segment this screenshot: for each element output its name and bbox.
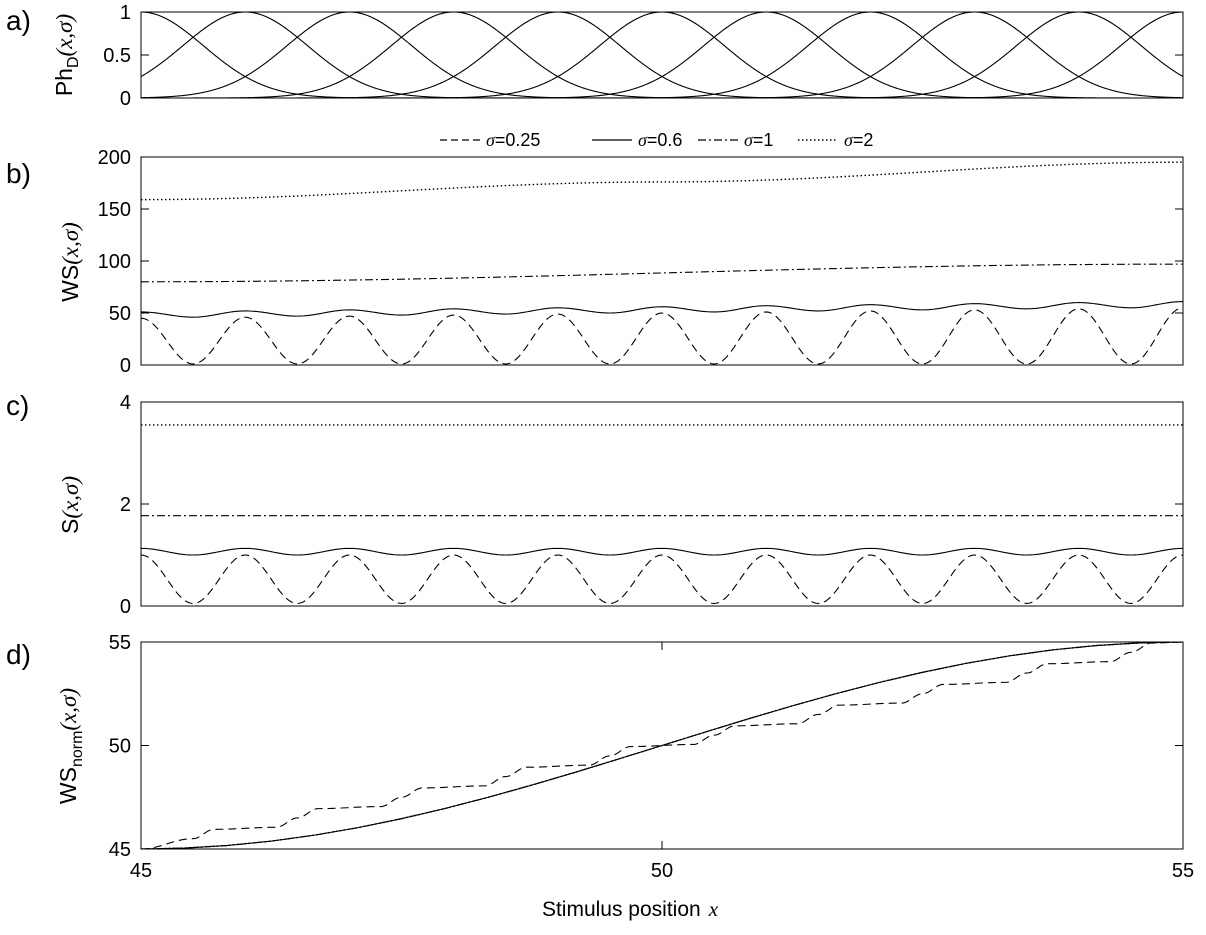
panel-d-label: d) (6, 639, 31, 670)
panel-d-axes: 45 50 55 45 50 55 (109, 632, 1194, 882)
panel-d-ylabel-main: WS (55, 767, 81, 804)
legend-entry-0-symbol: σ (486, 130, 496, 150)
panel-a-tuning-curve-3 (141, 12, 1183, 98)
panel-d-plot-area (141, 642, 1183, 849)
panel-b-series-dashed (141, 307, 1183, 365)
panel-d-ytick-label: 45 (109, 839, 131, 861)
panel-d: d) 45 50 55 45 50 55 WSnorm(x,σ) (6, 632, 1194, 882)
panel-b-series-solid (141, 301, 1183, 318)
panel-c-plot-area (141, 424, 1183, 605)
panel-b-frame (140, 156, 1184, 366)
panel-c-axes: 0 2 4 (120, 392, 1184, 618)
panel-c-ytick-label: 0 (120, 596, 131, 618)
legend-entry-1-text: =0.6 (647, 130, 683, 150)
panel-b-ytick-label: 50 (109, 303, 131, 325)
panel-b-series-dotted (141, 161, 1183, 201)
panel-b-ytick-label: 0 (120, 355, 131, 377)
panel-d-xtick-label: 55 (1172, 860, 1194, 882)
panel-d-ytick-label: 55 (109, 632, 131, 654)
panel-c-series-solid (141, 547, 1183, 556)
panel-a-tuning-curve-10 (141, 12, 1183, 98)
panel-b-ytick-label: 200 (98, 147, 131, 169)
panel-a-ytick-label: 1 (120, 2, 131, 24)
panel-a-plot-area (141, 12, 1183, 98)
panel-a-frame (140, 11, 1184, 99)
panel-c-frame (140, 401, 1184, 607)
panel-c-label: c) (6, 390, 29, 421)
panel-b: b) 0 50 100 150 200 WS(x,σ) (6, 147, 1184, 377)
panel-c: c) 0 2 4 S(x,σ) (6, 390, 1184, 618)
panel-d-ylabel: WSnorm(x,σ) (55, 688, 86, 804)
panel-b-plot-area (141, 161, 1183, 365)
panel-b-ylabel-args: (x,σ) (58, 222, 83, 265)
panel-a-tuning-curve-6 (141, 12, 1183, 98)
panel-a-tuning-curve-8 (141, 12, 1183, 98)
panel-c-ylabel-main: S (57, 519, 83, 534)
x-axis-label-text: Stimulus position (542, 898, 701, 921)
panel-a-ylabel-main: Ph (51, 68, 77, 96)
panel-a-tuning-curve-7 (141, 12, 1183, 98)
panel-b-label: b) (6, 158, 31, 189)
panel-a-tuning-curve-0 (141, 12, 1183, 98)
panel-d-ytick-label: 50 (109, 736, 131, 758)
panel-a: a) 00.51 PhD(x,σ) (6, 2, 1184, 110)
legend-entry-3-symbol: σ (844, 130, 854, 150)
legend-entry-2-text: =1 (753, 130, 774, 150)
panel-c-ylabel: S(x,σ) (57, 476, 83, 534)
panel-a-ylabel-args: (x,σ) (52, 14, 77, 57)
panel-b-ylabel: WS(x,σ) (57, 222, 83, 302)
panel-a-ylabel-sub: D (65, 56, 82, 68)
panel-d-series-dashed (141, 642, 1183, 849)
panel-a-tuning-curve-4 (141, 12, 1183, 98)
panel-c-ytick-label: 2 (120, 494, 131, 516)
panel-a-label: a) (6, 5, 31, 36)
panel-a-tuning-curve-1 (141, 12, 1183, 98)
legend-entry-0: σ=0.25 (486, 130, 540, 150)
x-axis-label: Stimulus position x (542, 897, 719, 921)
panel-c-series-dashed (141, 554, 1183, 605)
legend-entry-1: σ=0.6 (638, 130, 682, 150)
panel-b-ytick-label: 150 (98, 199, 131, 221)
x-axis-label-symbol: x (708, 897, 719, 921)
panel-d-ylabel-sub: norm (69, 731, 86, 767)
legend-entry-0-text: =0.25 (495, 130, 541, 150)
panel-d-ylabel-args: (x,σ) (56, 688, 81, 731)
panel-b-axes: 0 50 100 150 200 (98, 147, 1184, 377)
legend-entry-1-symbol: σ (638, 130, 648, 150)
panel-a-axes: 00.51 (103, 2, 1184, 110)
panel-a-tuning-curve-9 (141, 12, 1183, 98)
panel-c-ytick-label: 4 (120, 392, 131, 414)
legend-entry-3-text: =2 (853, 130, 874, 150)
legend-entry-2: σ=1 (744, 130, 773, 150)
legend-entry-2-symbol: σ (744, 130, 754, 150)
legend-entry-3: σ=2 (844, 130, 873, 150)
panel-d-series-dotted (141, 642, 1183, 849)
panel-b-ytick-label: 100 (98, 251, 131, 273)
panel-a-tuning-curve-5 (141, 12, 1183, 98)
panel-a-ytick-label: 0.5 (103, 45, 131, 67)
panel-b-ylabel-main: WS (57, 265, 83, 302)
panel-a-ylabel: PhD(x,σ) (51, 14, 82, 96)
panel-a-ytick-label: 0 (120, 88, 131, 110)
panel-b-series-dashdot (141, 263, 1183, 283)
panel-c-ylabel-args: (x,σ) (58, 476, 83, 519)
panel-a-tuning-curve-2 (141, 12, 1183, 98)
panel-d-xtick-label: 45 (130, 860, 152, 882)
legend: σ=0.25 σ=0.6 σ=1 σ=2 (440, 130, 873, 150)
panel-d-xtick-label: 50 (651, 860, 673, 882)
